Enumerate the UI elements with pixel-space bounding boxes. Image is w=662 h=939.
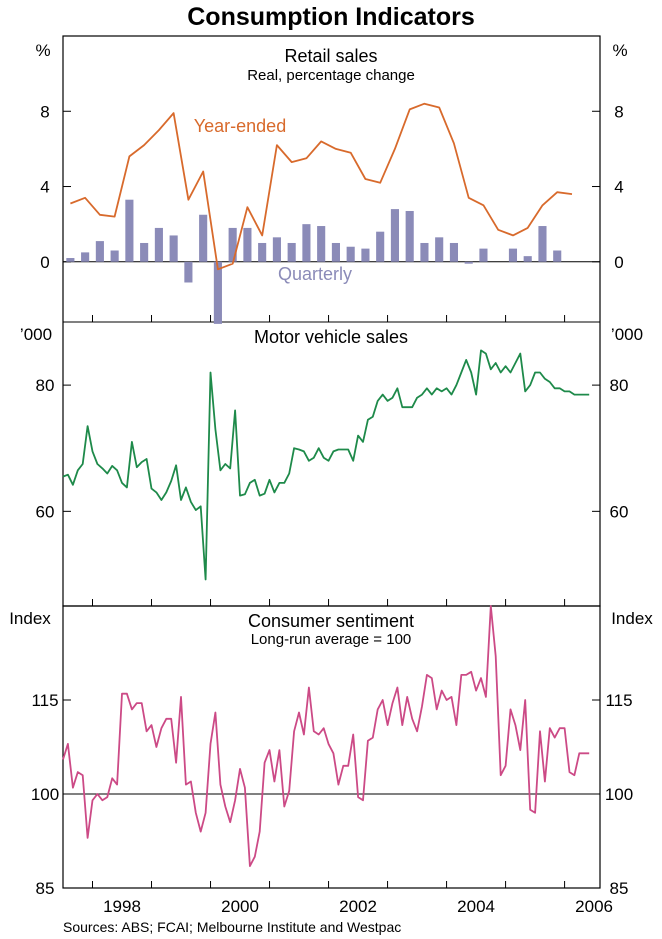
retail-unit-left: %	[35, 41, 50, 60]
quarterly-label: Quarterly	[278, 264, 352, 284]
y-tick-label: 115	[605, 691, 632, 710]
quarterly-bar	[213, 261, 222, 324]
retail-sales-title: Retail sales	[284, 46, 377, 66]
source-note: Sources: ABS; FCAI; Melbourne Institute …	[63, 919, 401, 935]
y-tick-label: 100	[605, 785, 633, 804]
quarterly-bar	[95, 241, 104, 262]
x-tick-label: 2002	[339, 897, 377, 916]
quarterly-bar	[361, 248, 370, 262]
x-axis: 1998 2000 2002 2004 2006	[103, 897, 613, 916]
quarterly-bar	[479, 248, 488, 262]
x-tick-label: 2000	[221, 897, 259, 916]
motor-unit-right: ’000	[611, 325, 643, 344]
quarterly-bar	[449, 242, 459, 262]
consumer-sentiment-panel: Consumer sentiment Long-run average = 10…	[9, 605, 653, 898]
x-tick-label: 2004	[457, 897, 495, 916]
motor-vehicle-title: Motor vehicle sales	[254, 327, 408, 347]
quarterly-bar	[331, 242, 340, 262]
sentiment-panel-frame	[62, 605, 601, 889]
consumer-sentiment-title: Consumer sentiment	[248, 611, 414, 631]
retail-unit-right: %	[612, 41, 627, 60]
chart-title: Consumption Indicators	[187, 3, 475, 31]
y-tick-label: 85	[610, 879, 629, 898]
y-tick-label: 8	[614, 102, 623, 121]
quarterly-bar	[154, 227, 163, 262]
quarterly-bar	[125, 199, 134, 262]
quarterly-bar	[184, 261, 193, 283]
quarterly-bar	[317, 226, 326, 262]
quarterly-bar	[228, 227, 237, 262]
quarterly-bar	[287, 242, 296, 262]
quarterly-bar	[538, 226, 547, 262]
consumer-sentiment-line	[62, 605, 590, 867]
y-tick-label: 85	[36, 879, 55, 898]
quarterly-bar	[243, 227, 252, 262]
quarterly-bar	[464, 261, 473, 264]
motor-vehicle-sales-line	[62, 349, 590, 581]
quarterly-bar	[110, 250, 119, 262]
y-tick-label: 60	[610, 502, 629, 521]
sentiment-unit-left: Index	[9, 609, 51, 628]
y-tick-label: 80	[610, 376, 629, 395]
y-tick-label: 4	[40, 178, 49, 197]
y-tick-label: 0	[614, 253, 623, 272]
quarterly-bar	[390, 209, 399, 262]
quarterly-bar	[435, 237, 444, 262]
year-ended-line	[70, 102, 573, 271]
year-ended-label: Year-ended	[194, 116, 286, 136]
retail-sales-panel: Retail sales Real, percentage change % %…	[35, 41, 628, 324]
y-tick-label: 80	[36, 376, 55, 395]
quarterly-bar	[420, 242, 429, 262]
quarterly-bar	[405, 210, 414, 262]
quarterly-bar	[272, 237, 281, 262]
consumer-sentiment-subtitle: Long-run average = 100	[251, 631, 412, 648]
quarterly-bar	[66, 258, 75, 262]
quarterly-bar	[508, 248, 518, 262]
x-tick-label: 2006	[575, 897, 613, 916]
quarterly-bar	[199, 214, 208, 262]
y-tick-label: 0	[40, 253, 49, 272]
quarterly-bar	[346, 246, 355, 262]
quarterly-bar	[169, 235, 178, 262]
retail-sales-subtitle: Real, percentage change	[247, 67, 415, 84]
y-tick-label: 115	[31, 691, 58, 710]
quarterly-bar	[302, 224, 311, 262]
y-tick-label: 4	[614, 178, 623, 197]
motor-unit-left: ’000	[20, 325, 52, 344]
y-tick-label: 8	[40, 102, 49, 121]
quarterly-bar	[553, 250, 562, 262]
motor-vehicle-panel: Motor vehicle sales ’000 ’000 60 60 80 80	[20, 325, 643, 606]
sentiment-unit-right: Index	[611, 609, 653, 628]
quarterly-bar	[376, 231, 385, 262]
quarterly-bar	[523, 256, 532, 262]
quarterly-bar	[258, 242, 267, 262]
y-tick-label: 100	[31, 785, 59, 804]
quarterly-bar	[140, 242, 149, 262]
quarterly-bar	[81, 252, 90, 262]
x-tick-label: 1998	[103, 897, 141, 916]
chart-frame	[62, 35, 601, 607]
y-tick-label: 60	[36, 502, 55, 521]
